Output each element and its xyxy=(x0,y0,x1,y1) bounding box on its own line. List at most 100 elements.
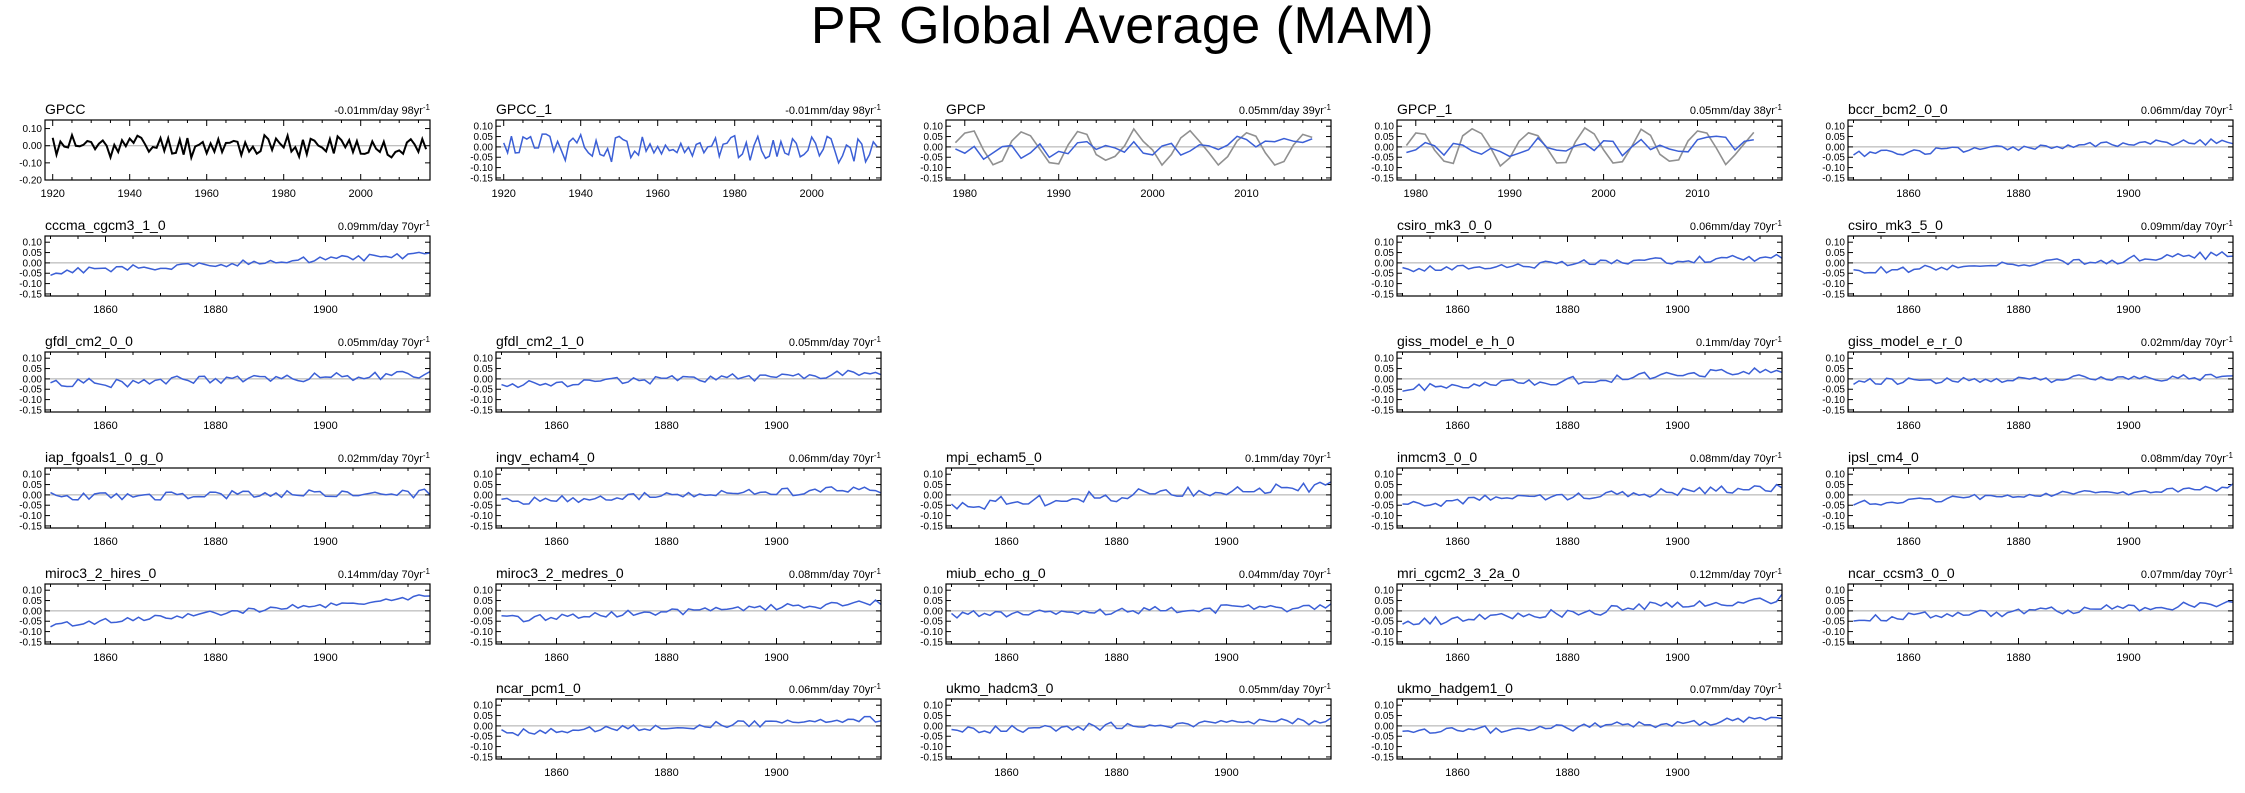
panel-title: mpi_echam5_0 xyxy=(946,449,1042,465)
y-tick-label: 0.00 xyxy=(1375,374,1395,385)
y-tick-label: 0.00 xyxy=(474,721,494,732)
x-tick-label: 1860 xyxy=(544,420,568,432)
x-tick-label: 1960 xyxy=(194,188,218,200)
trend-label: 0.05mm/day 70yr-1 xyxy=(338,335,431,349)
x-tick-label: 1860 xyxy=(544,536,568,548)
y-tick-label: 0.05 xyxy=(23,596,43,607)
y-tick-label: -0.05 xyxy=(1371,269,1394,280)
panel-mpi_echam5_0: mpi_echam5_0 0.1mm/day 70yr-1 0.100.050.00… xyxy=(920,449,1332,548)
x-tick-label: 1980 xyxy=(722,188,746,200)
x-tick-label: 1980 xyxy=(953,188,977,200)
y-tick-label: 0.05 xyxy=(924,596,944,607)
plot-frame xyxy=(495,119,882,181)
x-tick-label: 1880 xyxy=(654,420,678,432)
y-tick-label: 0.05 xyxy=(474,132,494,143)
x-tick-label: 1900 xyxy=(1214,652,1238,664)
x-tick-label: 1920 xyxy=(40,188,64,200)
y-tick-label: 0.00 xyxy=(1826,258,1846,269)
y-tick-label: 0.05 xyxy=(1375,480,1395,491)
y-tick-label: -0.05 xyxy=(1822,153,1845,164)
y-tick-label: -0.15 xyxy=(470,405,493,416)
y-tick-label: -0.15 xyxy=(920,521,943,532)
x-tick-label: 1860 xyxy=(544,767,568,779)
y-tick-label: -0.15 xyxy=(19,637,42,648)
y-tick-label: -0.05 xyxy=(19,501,42,512)
y-tick-label: 0.10 xyxy=(474,122,494,133)
y-tick-label: 0.00 xyxy=(474,606,494,617)
x-tick-label: 1860 xyxy=(994,536,1018,548)
x-tick-label: 1900 xyxy=(764,767,788,779)
y-tick-label: -0.15 xyxy=(19,521,42,532)
y-tick-label: -0.10 xyxy=(19,279,42,290)
x-tick-label: 1940 xyxy=(117,188,141,200)
series-line xyxy=(1853,600,2234,622)
y-tick-label: -0.10 xyxy=(1371,395,1394,406)
trend-label: 0.05mm/day 39yr-1 xyxy=(1239,103,1332,117)
x-tick-label: 1900 xyxy=(764,536,788,548)
plot-frame xyxy=(1847,467,2234,529)
panel-title: ukmo_hadgem1_0 xyxy=(1397,680,1513,696)
plot-frame xyxy=(1847,583,2234,645)
y-tick-label: -0.15 xyxy=(1822,405,1845,416)
y-tick-label: 0.10 xyxy=(474,470,494,481)
trend-label: 0.06mm/day 70yr-1 xyxy=(789,682,882,696)
plot-frame xyxy=(1847,351,2234,413)
x-tick-label: 1860 xyxy=(93,304,117,316)
x-tick-label: 1860 xyxy=(1896,652,1920,664)
panel-mri_cgcm2_3_2a_0: mri_cgcm2_3_2a_0 0.12mm/day 70yr-10.100.0… xyxy=(1371,565,1783,664)
series-line xyxy=(951,603,1332,619)
panel-GPCC: GPCC -0.01mm/day 98yr-1 0.10 0.00 -0.10 -0.20… xyxy=(19,101,431,200)
plot-frame xyxy=(945,119,1332,181)
trend-label: 0.14mm/day 70yr-1 xyxy=(338,567,431,581)
panel-GPCP_1: GPCP_1 0.05mm/day 38yr-1 0.100.050.00-0.05… xyxy=(1371,101,1783,200)
panel-title: miroc3_2_hires_0 xyxy=(45,565,156,581)
trend-label: 0.08mm/day 70yr-1 xyxy=(1690,451,1783,465)
y-tick-label: -0.10 xyxy=(470,511,493,522)
series-line-secondary xyxy=(954,127,1313,167)
series-line xyxy=(951,717,1332,734)
series-line xyxy=(501,486,882,505)
y-tick-label: -0.05 xyxy=(1371,501,1394,512)
y-tick-label: -0.15 xyxy=(470,173,493,184)
y-tick-label: 0.00 xyxy=(23,374,43,385)
trend-label: 0.02mm/day 70yr-1 xyxy=(2141,335,2234,349)
series-line xyxy=(1402,366,1783,392)
x-tick-label: 1860 xyxy=(994,767,1018,779)
x-tick-label: 1900 xyxy=(2116,188,2140,200)
trend-label: 0.12mm/day 70yr-1 xyxy=(1690,567,1783,581)
y-tick-label: -0.10 xyxy=(1822,395,1845,406)
y-tick-label: -0.10 xyxy=(1371,511,1394,522)
panel-title: ingv_echam4_0 xyxy=(496,449,595,465)
x-tick-label: 1860 xyxy=(1445,304,1469,316)
panel-ncar_ccsm3_0_0: ncar_ccsm3_0_0 0.07mm/day 70yr-1 0.100.050… xyxy=(1822,565,2234,664)
y-tick-label: 0.00 xyxy=(23,141,43,152)
panel-title: ncar_pcm1_0 xyxy=(496,680,581,696)
y-tick-label: 0.00 xyxy=(1826,142,1846,153)
panel-gfdl_cm2_1_0: gfdl_cm2_1_0 0.05mm/day 70yr-1 0.100.050.0… xyxy=(470,333,882,432)
trend-label: 0.04mm/day 70yr-1 xyxy=(1239,567,1332,581)
x-tick-label: 1900 xyxy=(1665,536,1689,548)
series-line xyxy=(50,594,431,628)
y-tick-label: -0.05 xyxy=(1822,501,1845,512)
y-tick-label: -0.10 xyxy=(1371,279,1394,290)
series-line xyxy=(1402,716,1783,735)
trend-label: 0.06mm/day 70yr-1 xyxy=(2141,103,2234,117)
x-tick-label: 1880 xyxy=(203,652,227,664)
y-tick-label: 0.00 xyxy=(23,606,43,617)
series-line xyxy=(501,599,882,623)
plot-frame xyxy=(1396,583,1783,645)
y-tick-label: -0.10 xyxy=(920,742,943,753)
y-tick-label: -0.05 xyxy=(920,153,943,164)
x-tick-label: 2000 xyxy=(348,188,372,200)
panel-ncar_pcm1_0: ncar_pcm1_0 0.06mm/day 70yr-1 0.100.050.00… xyxy=(470,680,882,779)
panel-miroc3_2_medres_0: miroc3_2_medres_0 0.08mm/day 70yr-10.100.… xyxy=(470,565,882,664)
series-line xyxy=(50,251,431,277)
y-tick-label: 0.10 xyxy=(1826,470,1846,481)
y-tick-label: -0.05 xyxy=(1822,269,1845,280)
panel-csiro_mk3_5_0: csiro_mk3_5_0 0.09mm/day 70yr-1 0.100.050.… xyxy=(1822,217,2234,316)
y-tick-label: 0.10 xyxy=(924,470,944,481)
series-line xyxy=(51,131,428,162)
plot-frame xyxy=(1847,235,2234,297)
x-tick-label: 1960 xyxy=(645,188,669,200)
trend-label: 0.07mm/day 70yr-1 xyxy=(1690,682,1783,696)
